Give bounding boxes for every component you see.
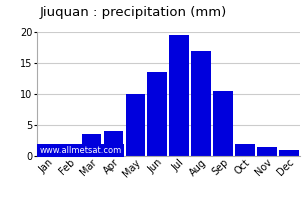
Bar (147, 72, 167, 156)
Bar (257, 147, 277, 156)
Bar (213, 91, 233, 156)
Bar (104, 131, 123, 156)
Bar (279, 150, 299, 156)
Bar (82, 134, 101, 156)
Bar (191, 51, 211, 156)
Text: www.allmetsat.com: www.allmetsat.com (39, 146, 121, 155)
Bar (125, 94, 145, 156)
Bar (235, 144, 255, 156)
Bar (60, 150, 80, 156)
Text: Jiuquan : precipitation (mm): Jiuquan : precipitation (mm) (40, 6, 227, 19)
Bar (170, 35, 189, 156)
Bar (38, 150, 58, 156)
